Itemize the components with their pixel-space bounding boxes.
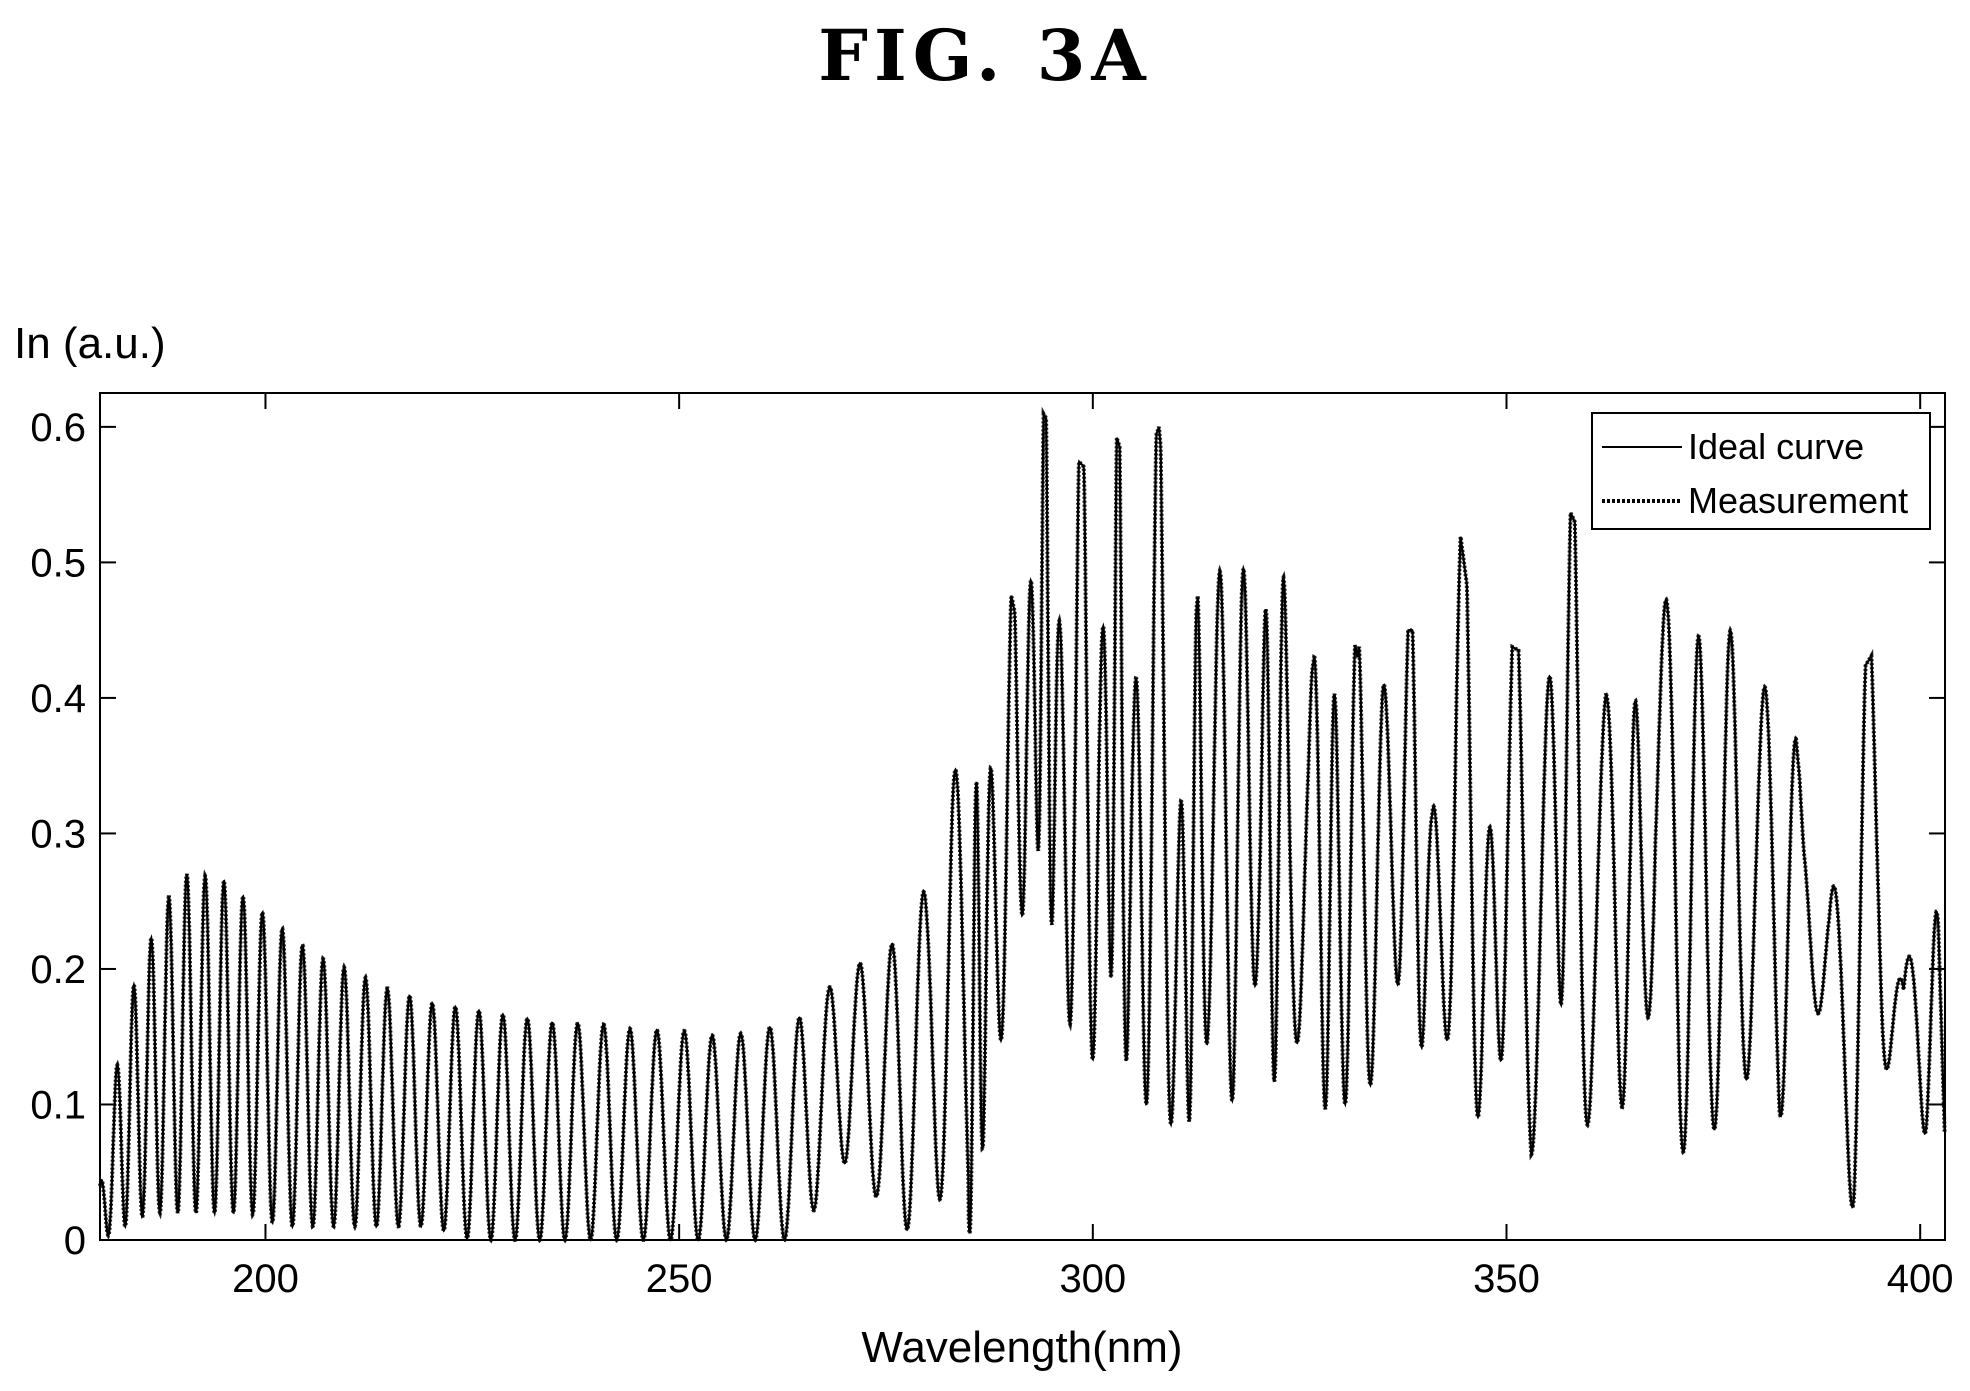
x-tick-label-350: 350 — [1473, 1257, 1540, 1301]
figure-title: FIG. 3A — [818, 14, 1152, 97]
x-tick-label-200: 200 — [232, 1257, 299, 1301]
legend: Ideal curve Measurement — [1591, 412, 1931, 530]
y-tick-label-2: 0.2 — [30, 948, 86, 992]
legend-box — [1591, 412, 1931, 530]
plot-frame — [99, 392, 1946, 1241]
x-tick-label-250: 250 — [646, 1257, 713, 1301]
x-axis-label: Wavelength(nm) — [861, 1323, 1182, 1372]
y-tick-label-1: 0.1 — [30, 1083, 86, 1127]
y-tick-label-4: 0.4 — [30, 677, 86, 721]
x-tick-label-300: 300 — [1059, 1257, 1126, 1301]
y-tick-label-0: 0 — [64, 1219, 86, 1263]
y-tick-label-5: 0.5 — [30, 541, 86, 585]
plot-area: 200 250 300 350 400 0 0.1 0.2 0.3 0.4 0.5 0.6 — [30, 392, 1954, 1301]
x-tick-label-400: 400 — [1887, 1257, 1954, 1301]
legend-label-ideal: Ideal curve — [1688, 426, 1864, 467]
y-tick-label-6: 0.6 — [30, 406, 86, 450]
y-axis-label: In (a.u.) — [14, 319, 166, 368]
legend-label-measurement: Measurement — [1688, 480, 1908, 521]
series-ideal-curve — [98, 409, 1946, 1242]
y-tick-label-3: 0.3 — [30, 812, 86, 856]
series-measurement — [98, 406, 1947, 1244]
